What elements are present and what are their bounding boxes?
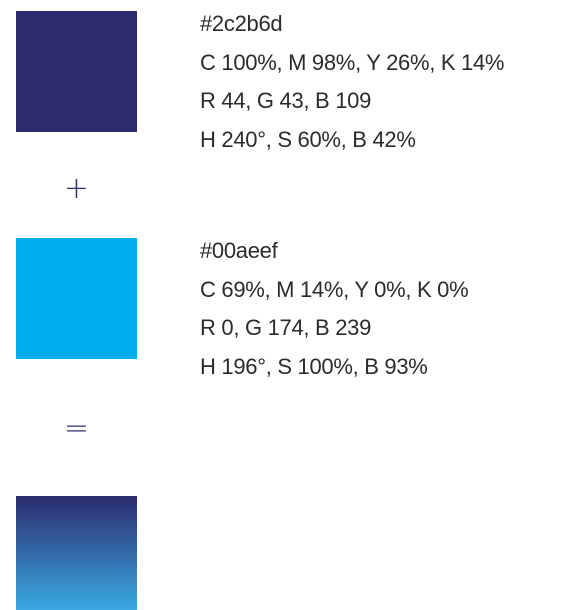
plus-operator: + bbox=[63, 171, 90, 206]
color-info-secondary: #00aeef C 69%, M 14%, Y 0%, K 0% R 0, G … bbox=[200, 237, 469, 391]
rgb-value: R 0, G 174, B 239 bbox=[200, 315, 372, 340]
hsb-value: H 196°, S 100%, B 93% bbox=[200, 353, 428, 379]
gradient-swatch-result bbox=[16, 496, 137, 610]
color-info-primary: #2c2b6d C 100%, M 98%, Y 26%, K 14% R 44… bbox=[200, 10, 504, 164]
color-swatch-secondary bbox=[16, 238, 137, 359]
hex-value: #2c2b6d bbox=[200, 11, 283, 36]
hsb-value: H 240°, S 60%, B 42% bbox=[200, 126, 416, 152]
rgb-value: R 44, G 43, B 109 bbox=[200, 88, 372, 113]
equals-operator: = bbox=[63, 411, 90, 446]
cmyk-value: C 69%, M 14%, Y 0%, K 0% bbox=[200, 276, 469, 302]
color-swatch-primary bbox=[16, 11, 137, 132]
hex-value: #00aeef bbox=[200, 238, 278, 263]
cmyk-value: C 100%, M 98%, Y 26%, K 14% bbox=[200, 49, 505, 75]
